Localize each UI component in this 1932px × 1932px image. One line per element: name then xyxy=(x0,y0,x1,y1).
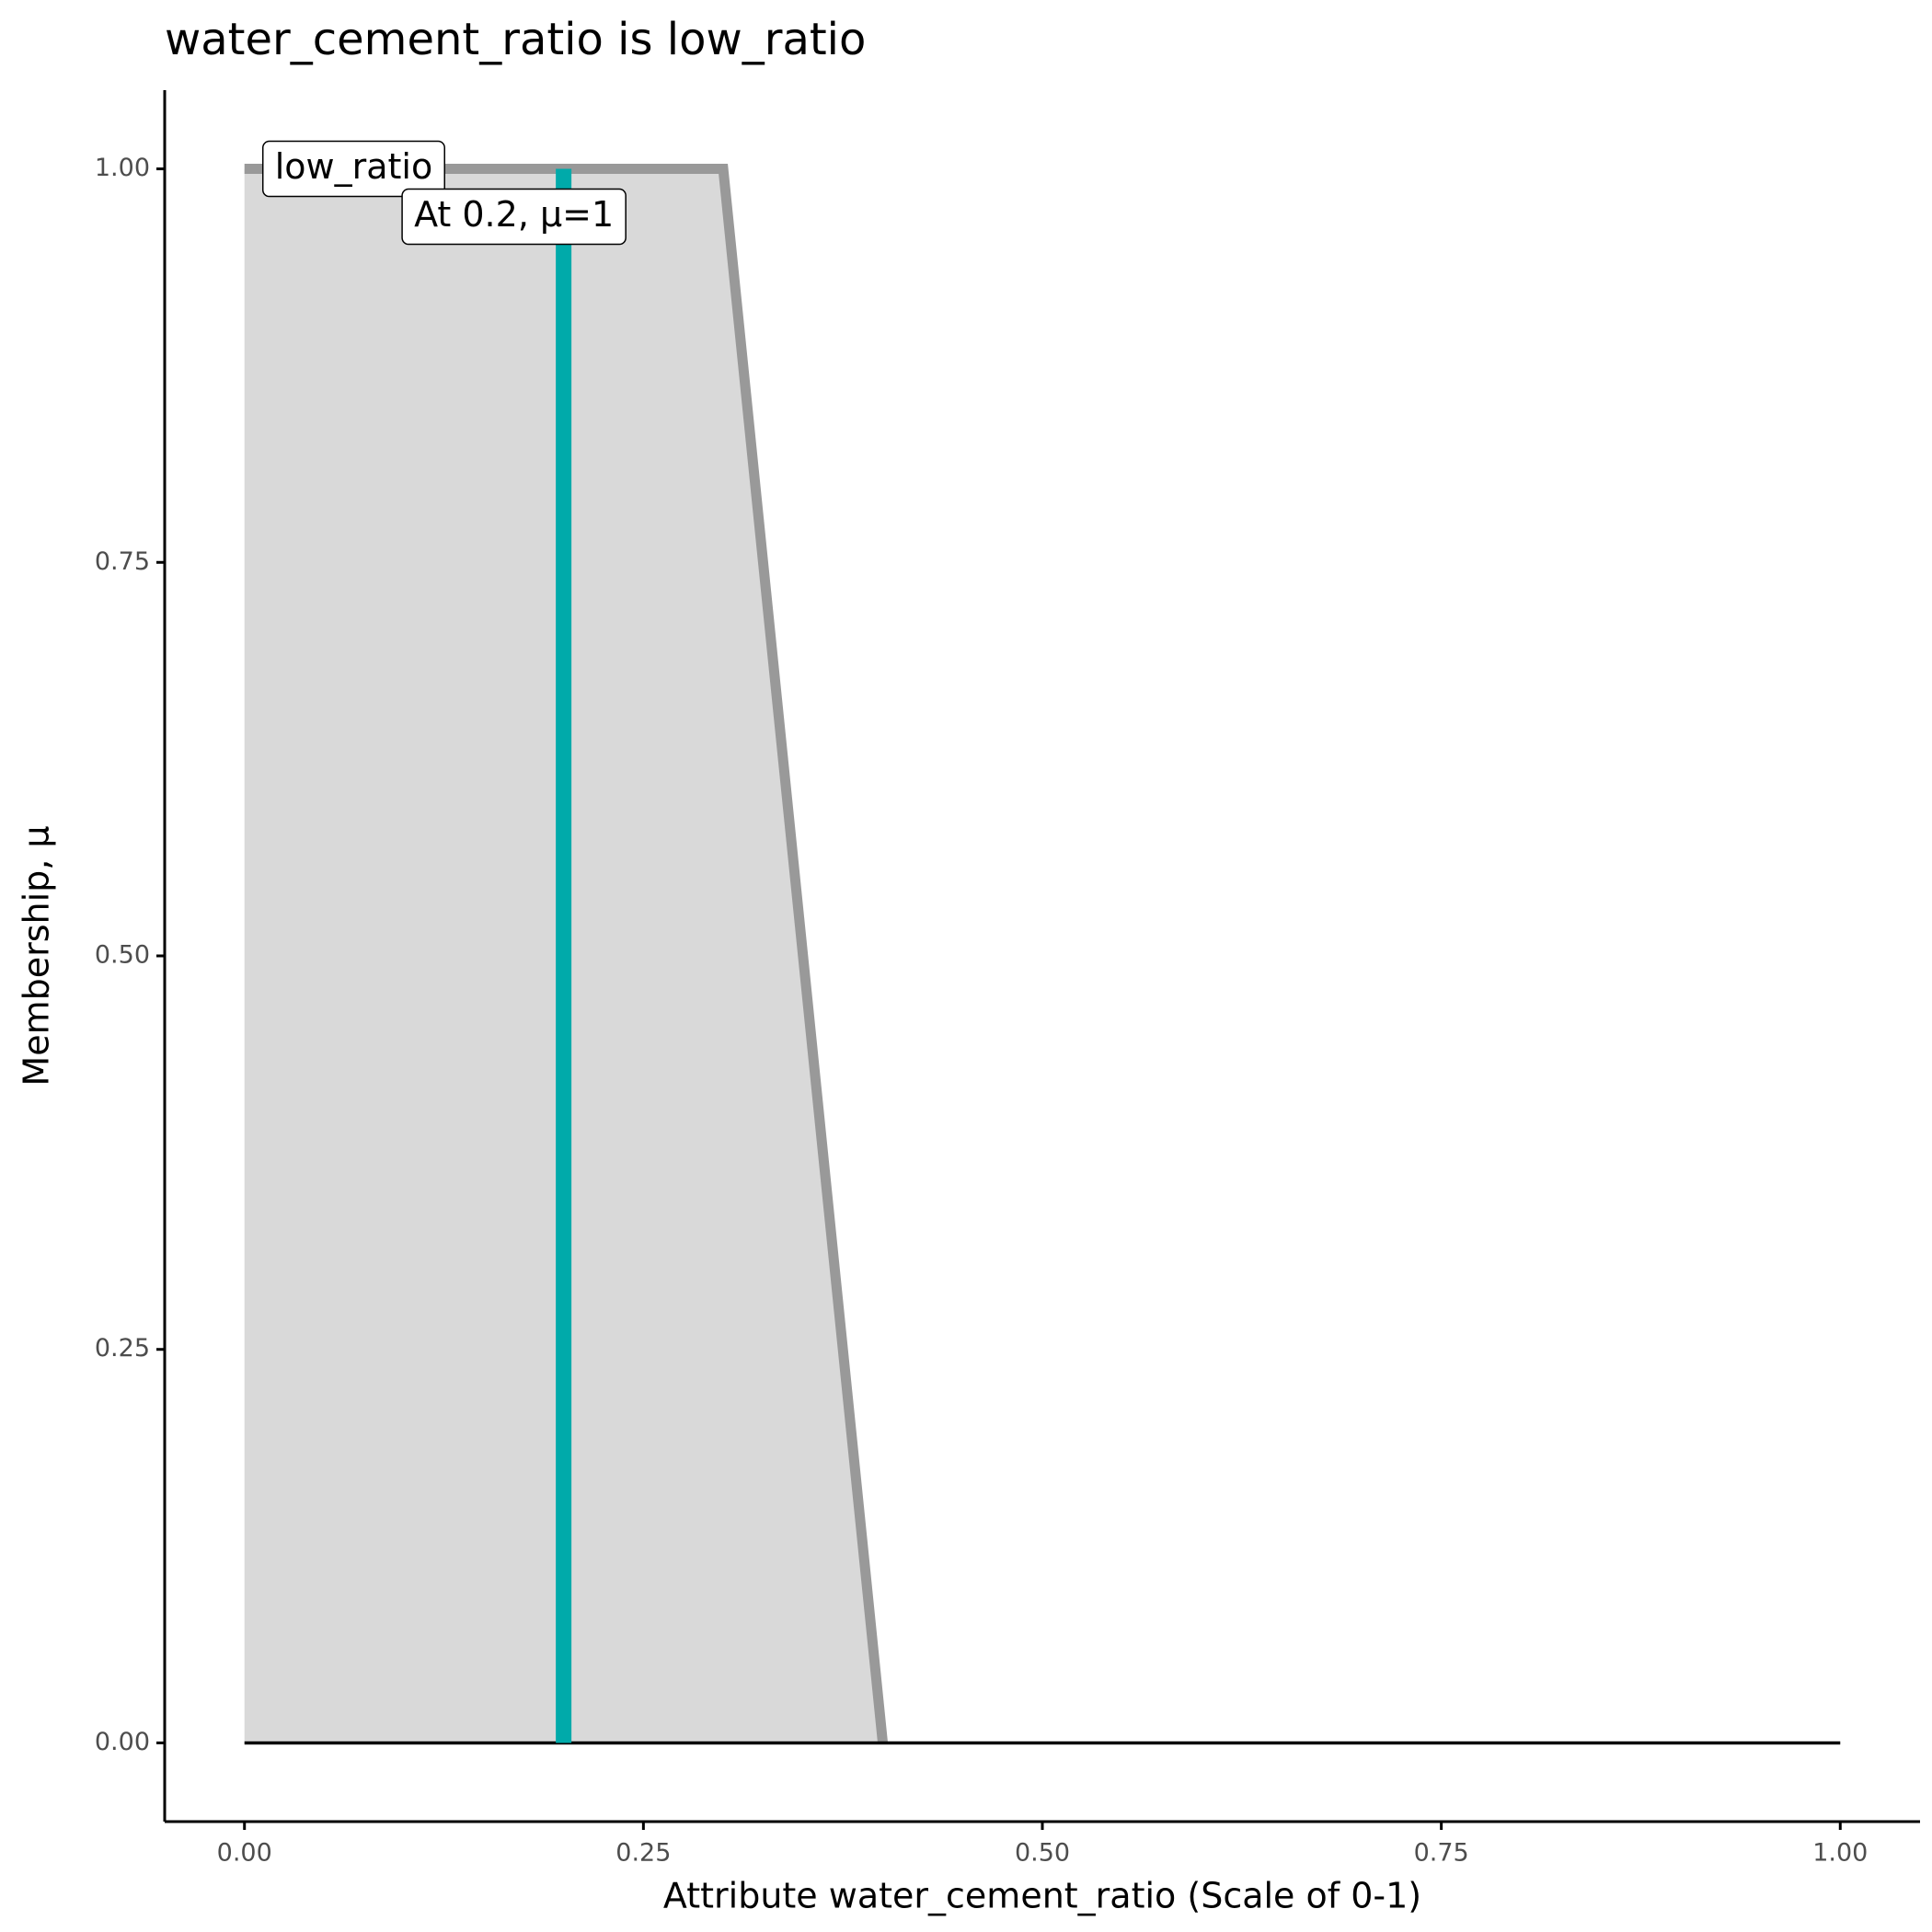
y-tick-label: 1.00 xyxy=(95,154,150,182)
x-tick-label: 0.75 xyxy=(1414,1839,1469,1868)
x-tick-label: 0.50 xyxy=(1015,1839,1070,1868)
y-tick-label: 0.25 xyxy=(95,1334,150,1363)
x-tick-label: 0.25 xyxy=(615,1839,671,1868)
y-tick-label: 0.00 xyxy=(95,1728,150,1756)
chart-title: water_cement_ratio is low_ratio xyxy=(165,14,866,65)
series-label: low_ratio xyxy=(261,140,445,198)
x-tick-label: 0.00 xyxy=(217,1839,272,1868)
y-tick-label: 0.50 xyxy=(95,941,150,970)
marker-label-text: At 0.2, μ=1 xyxy=(414,194,614,235)
x-axis-title: Attribute water_cement_ratio (Scale of 0… xyxy=(663,1876,1421,1916)
series-label-text: low_ratio xyxy=(275,146,433,187)
y-tick-label: 0.75 xyxy=(95,547,150,576)
x-tick-label: 1.00 xyxy=(1812,1839,1868,1868)
series-label-box xyxy=(261,140,445,198)
y-axis-title: Membership, μ xyxy=(17,825,57,1086)
marker-label: At 0.2, μ=1 xyxy=(401,188,627,246)
marker-label-box xyxy=(401,188,627,246)
